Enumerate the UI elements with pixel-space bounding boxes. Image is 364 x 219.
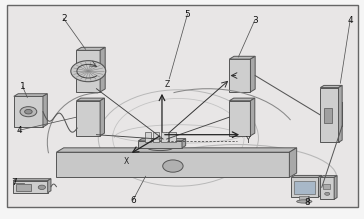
Bar (323, 184, 330, 189)
Bar (229, 101, 250, 136)
Bar (13, 181, 48, 193)
Polygon shape (229, 98, 255, 101)
Polygon shape (318, 175, 322, 197)
Bar (76, 101, 100, 136)
Text: 5: 5 (185, 10, 190, 19)
Polygon shape (56, 148, 297, 152)
Bar (138, 141, 182, 148)
Bar (76, 50, 100, 92)
Bar (14, 96, 43, 127)
Polygon shape (289, 148, 297, 177)
Text: 1: 1 (20, 82, 25, 91)
Bar (161, 132, 167, 142)
Polygon shape (76, 98, 104, 101)
Polygon shape (100, 98, 104, 136)
Polygon shape (14, 94, 47, 96)
Ellipse shape (147, 145, 173, 151)
Bar (16, 184, 31, 191)
Text: 4: 4 (347, 16, 353, 25)
Ellipse shape (297, 200, 312, 203)
Polygon shape (76, 47, 105, 50)
Polygon shape (320, 85, 342, 88)
Circle shape (25, 110, 32, 114)
Text: 4: 4 (16, 126, 22, 135)
Text: Y: Y (246, 136, 250, 145)
Polygon shape (100, 47, 105, 92)
Circle shape (38, 185, 46, 189)
Text: 6: 6 (130, 196, 136, 205)
Polygon shape (291, 175, 322, 177)
Polygon shape (229, 56, 255, 59)
Bar (294, 181, 315, 194)
Bar (324, 108, 332, 123)
Polygon shape (250, 56, 255, 92)
Polygon shape (13, 179, 51, 181)
Bar (320, 88, 339, 142)
Bar (320, 177, 334, 199)
Circle shape (163, 160, 183, 172)
Bar (169, 132, 176, 142)
Polygon shape (138, 139, 186, 141)
Bar (145, 132, 151, 142)
Polygon shape (339, 85, 342, 142)
Text: 8: 8 (305, 198, 310, 207)
Bar (291, 177, 318, 197)
Text: 3: 3 (252, 16, 258, 25)
Circle shape (71, 61, 106, 82)
Bar (56, 152, 289, 177)
Bar (299, 196, 309, 201)
Polygon shape (43, 94, 47, 127)
Text: X: X (124, 157, 129, 166)
Polygon shape (182, 139, 186, 148)
Polygon shape (320, 176, 337, 177)
Circle shape (20, 107, 37, 117)
Bar (153, 132, 159, 142)
Polygon shape (250, 98, 255, 136)
Text: 7: 7 (11, 178, 17, 187)
Circle shape (325, 192, 330, 195)
Polygon shape (48, 179, 51, 193)
Text: Z: Z (165, 80, 170, 89)
Polygon shape (334, 176, 337, 199)
Bar (229, 59, 250, 92)
Text: 2: 2 (61, 14, 67, 23)
